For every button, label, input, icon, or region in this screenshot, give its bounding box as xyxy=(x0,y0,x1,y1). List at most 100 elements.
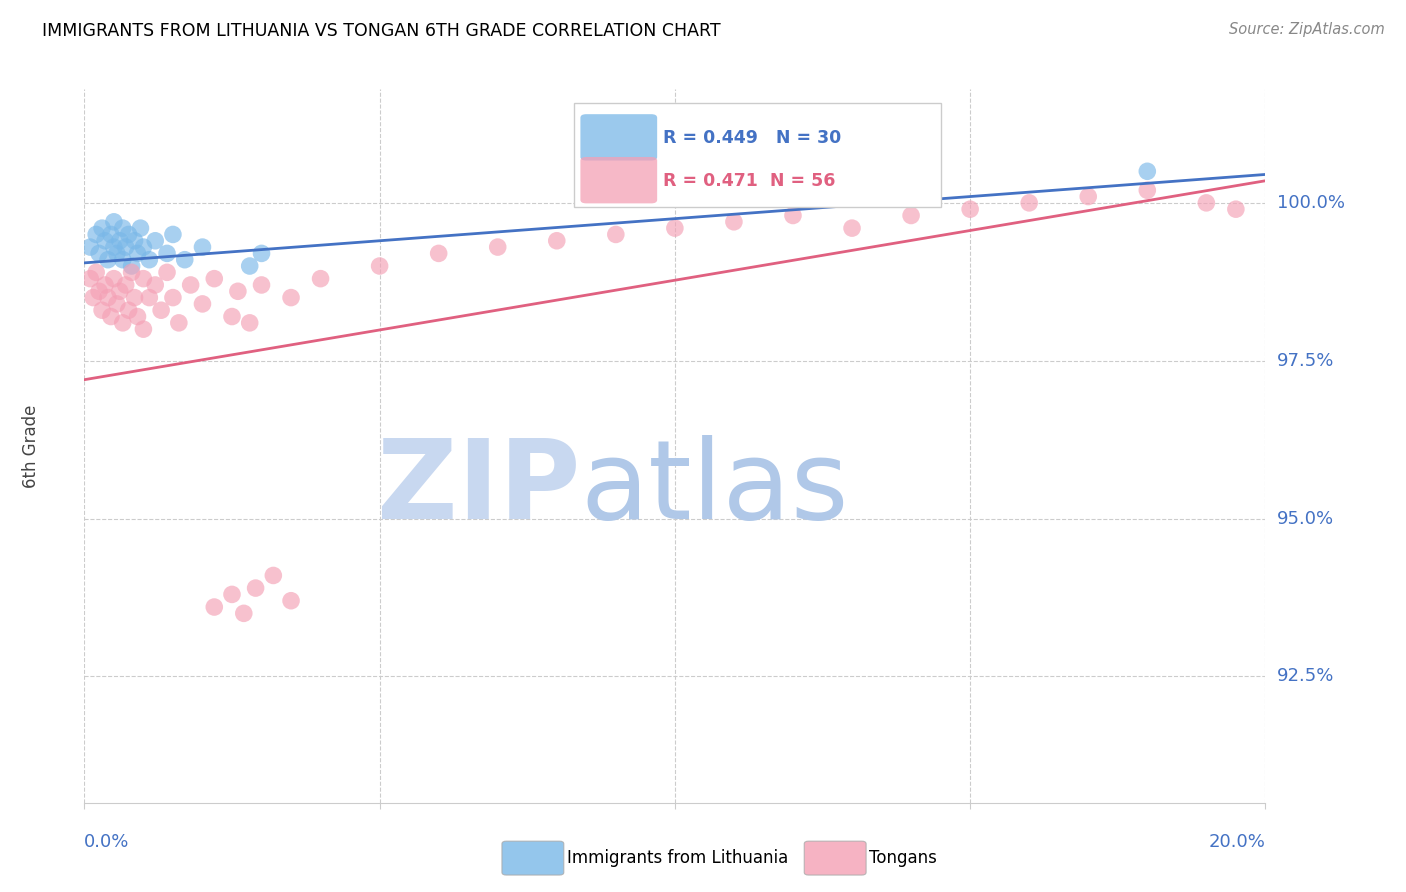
Text: R = 0.471  N = 56: R = 0.471 N = 56 xyxy=(664,171,835,189)
Point xyxy=(94,277,117,292)
Point xyxy=(91,221,114,235)
Point xyxy=(900,209,922,223)
Point xyxy=(959,202,981,217)
Point xyxy=(97,291,120,305)
Point xyxy=(114,240,136,254)
Text: R = 0.449   N = 30: R = 0.449 N = 30 xyxy=(664,128,841,146)
Point xyxy=(103,240,125,254)
Text: 92.5%: 92.5% xyxy=(1277,667,1334,685)
Point xyxy=(87,285,111,299)
FancyBboxPatch shape xyxy=(581,157,657,203)
Point xyxy=(143,234,166,248)
Point xyxy=(156,265,179,279)
Point xyxy=(84,265,107,279)
Point xyxy=(162,227,184,242)
Point xyxy=(280,593,302,607)
Point xyxy=(782,209,804,223)
Point xyxy=(100,310,122,324)
Point xyxy=(100,227,122,242)
FancyBboxPatch shape xyxy=(581,114,657,161)
Point xyxy=(250,277,273,292)
Point xyxy=(1225,202,1247,217)
Point xyxy=(118,303,141,318)
Point xyxy=(156,246,179,260)
Point xyxy=(103,271,125,285)
Point xyxy=(546,234,568,248)
Point xyxy=(121,265,143,279)
Point xyxy=(87,246,111,260)
Point xyxy=(138,252,160,267)
Point xyxy=(664,221,686,235)
Text: 20.0%: 20.0% xyxy=(1209,833,1265,851)
Point xyxy=(221,310,243,324)
Point xyxy=(121,259,143,273)
Point xyxy=(97,252,120,267)
Point xyxy=(1077,189,1099,203)
Text: 0.0%: 0.0% xyxy=(84,833,129,851)
Text: Source: ZipAtlas.com: Source: ZipAtlas.com xyxy=(1229,22,1385,37)
Point xyxy=(427,246,450,260)
Point xyxy=(82,291,104,305)
Point xyxy=(202,271,225,285)
Point xyxy=(368,259,391,273)
Point xyxy=(94,234,117,248)
FancyBboxPatch shape xyxy=(575,103,941,207)
Point xyxy=(118,227,141,242)
Point xyxy=(180,277,202,292)
Point xyxy=(239,316,262,330)
Point xyxy=(245,581,267,595)
Point xyxy=(105,246,128,260)
Point xyxy=(111,221,134,235)
Text: atlas: atlas xyxy=(581,435,849,542)
Point xyxy=(173,252,195,267)
Text: 6th Grade: 6th Grade xyxy=(22,404,41,488)
Text: 95.0%: 95.0% xyxy=(1277,509,1334,528)
Point xyxy=(143,277,166,292)
Point xyxy=(79,271,101,285)
Point xyxy=(191,297,214,311)
Text: 97.5%: 97.5% xyxy=(1277,351,1334,370)
Text: Tongans: Tongans xyxy=(869,849,936,867)
Point xyxy=(486,240,509,254)
Point xyxy=(841,221,863,235)
Point xyxy=(111,252,134,267)
Point xyxy=(114,277,136,292)
Point xyxy=(262,568,284,582)
Point xyxy=(162,291,184,305)
Point xyxy=(79,240,101,254)
Point xyxy=(221,587,243,601)
Point xyxy=(84,227,107,242)
Point xyxy=(280,291,302,305)
Point xyxy=(127,310,149,324)
Point xyxy=(191,240,214,254)
Point xyxy=(124,291,146,305)
Point xyxy=(132,271,155,285)
Point xyxy=(1018,195,1040,210)
Point xyxy=(250,246,273,260)
Point xyxy=(91,303,114,318)
Point xyxy=(167,316,190,330)
Point xyxy=(150,303,173,318)
Text: 100.0%: 100.0% xyxy=(1277,194,1344,212)
Point xyxy=(605,227,627,242)
Point xyxy=(105,297,128,311)
Text: ZIP: ZIP xyxy=(377,435,581,542)
Point xyxy=(108,234,131,248)
Point xyxy=(1136,183,1159,197)
Point xyxy=(124,234,146,248)
Point xyxy=(1136,164,1159,178)
Point xyxy=(138,291,160,305)
Point xyxy=(127,246,149,260)
Text: IMMIGRANTS FROM LITHUANIA VS TONGAN 6TH GRADE CORRELATION CHART: IMMIGRANTS FROM LITHUANIA VS TONGAN 6TH … xyxy=(42,22,721,40)
Point xyxy=(103,215,125,229)
Point xyxy=(752,189,775,203)
Point xyxy=(1195,195,1218,210)
Point xyxy=(239,259,262,273)
Point xyxy=(723,215,745,229)
Point xyxy=(111,316,134,330)
Point xyxy=(226,285,249,299)
Point xyxy=(132,322,155,336)
Point xyxy=(129,221,152,235)
Point xyxy=(202,600,225,615)
Point xyxy=(309,271,332,285)
